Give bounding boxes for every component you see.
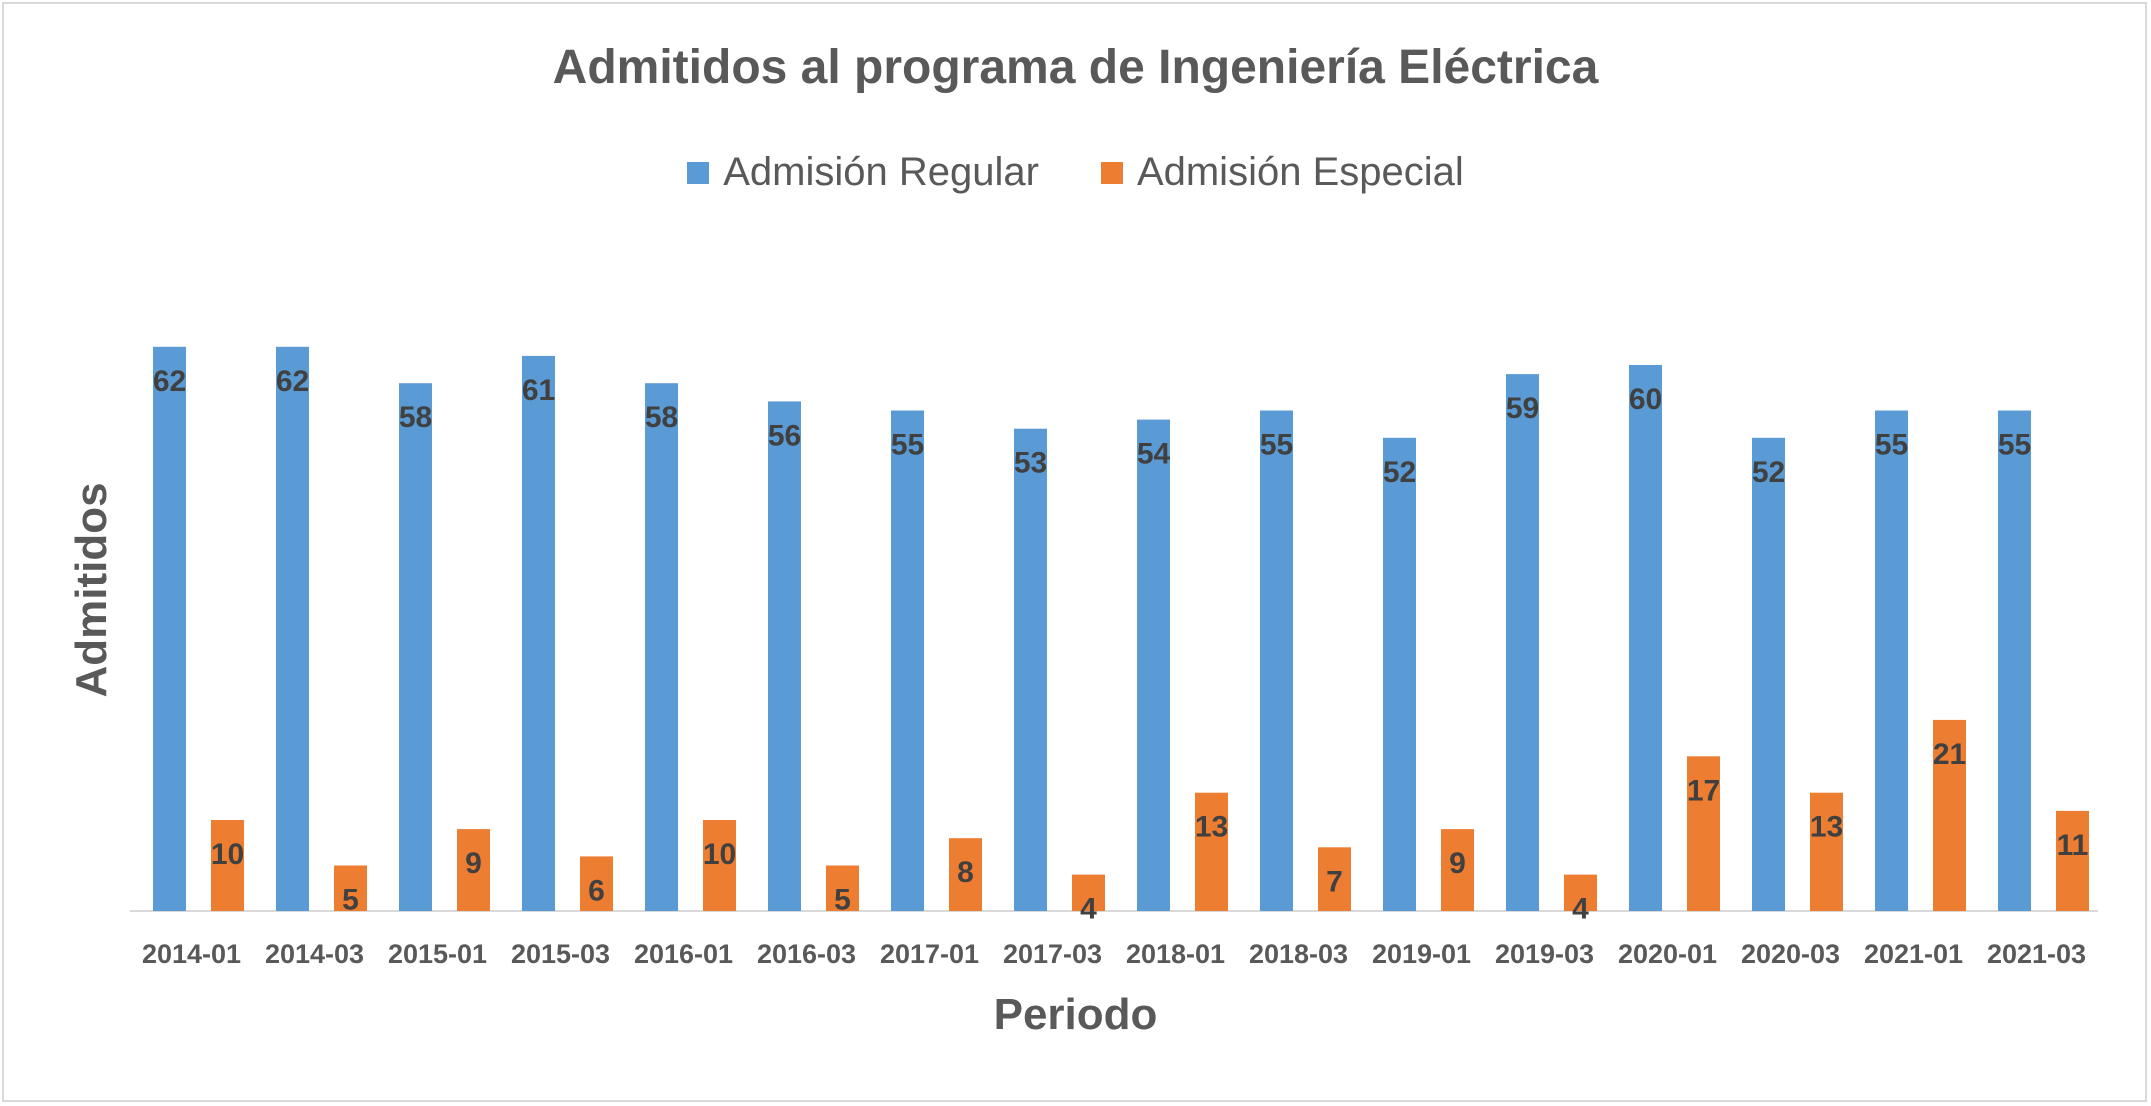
data-label-especial-2020-01: 17 — [1687, 774, 1720, 807]
bar-regular-2019-03 — [1506, 374, 1539, 912]
x-tick-label-2019-01: 2019-01 — [1372, 939, 1471, 969]
bar-regular-2015-03 — [522, 355, 555, 911]
bar-especial-2021-03 — [2056, 810, 2089, 911]
bar-regular-2016-03 — [768, 401, 801, 911]
data-label-regular-2015-03: 61 — [522, 374, 555, 407]
x-tick-label-2014-01: 2014-01 — [142, 939, 241, 969]
bar-regular-2021-01 — [1875, 410, 1908, 911]
legend-item-especial: Admisión Especial — [1100, 150, 1464, 195]
data-label-regular-2017-01: 55 — [891, 429, 924, 462]
x-tick-label-2019-03: 2019-03 — [1495, 939, 1594, 969]
data-label-regular-2019-01: 52 — [1383, 456, 1416, 489]
chart-title: Admitidos al programa de Ingeniería Eléc… — [552, 41, 1599, 94]
bar-regular-2017-01 — [891, 410, 924, 911]
x-tick-label-2020-03: 2020-03 — [1741, 939, 1840, 969]
bar-especial-2019-01 — [1441, 829, 1474, 911]
legend-swatch-regular — [687, 161, 710, 184]
bar-especial-2016-03 — [826, 865, 859, 911]
data-label-especial-2014-01: 10 — [211, 838, 244, 871]
data-label-especial-2020-03: 13 — [1810, 811, 1843, 844]
data-label-especial-2021-03: 11 — [2057, 829, 2089, 862]
data-label-regular-2014-01: 62 — [153, 365, 186, 398]
x-tick-label-2017-01: 2017-01 — [880, 939, 979, 969]
x-tick-label-2018-03: 2018-03 — [1249, 939, 1348, 969]
bar-regular-2015-01 — [399, 383, 432, 911]
data-label-regular-2014-03: 62 — [276, 365, 309, 398]
bar-especial-2015-03 — [580, 856, 613, 911]
bar-regular-2020-03 — [1752, 437, 1785, 911]
x-tick-label-2016-03: 2016-03 — [757, 939, 856, 969]
data-label-especial-2019-01: 9 — [1449, 847, 1466, 880]
bar-especial-2020-01 — [1687, 756, 1720, 911]
bar-especial-2015-01 — [457, 829, 490, 911]
data-label-especial-2015-01: 9 — [465, 847, 482, 880]
bar-especial-2021-01 — [1933, 719, 1966, 911]
legend-label-especial: Admisión Especial — [1136, 150, 1464, 194]
data-label-especial-2017-01: 8 — [957, 856, 974, 889]
legend-item-regular: Admisión Regular — [687, 150, 1039, 195]
x-tick-label-2016-01: 2016-01 — [634, 939, 733, 969]
x-tick-label-2021-01: 2021-01 — [1864, 939, 1963, 969]
bar-regular-2014-03 — [276, 346, 309, 911]
bar-regular-2018-03 — [1260, 410, 1293, 911]
bar-regular-2020-01 — [1629, 365, 1662, 911]
data-label-especial-2021-01: 21 — [1933, 738, 1966, 771]
bar-regular-2021-03 — [1998, 410, 2031, 911]
x-tick-label-2015-03: 2015-03 — [511, 939, 610, 969]
data-label-regular-2015-01: 58 — [399, 401, 432, 434]
data-label-regular-2019-03: 59 — [1506, 392, 1539, 425]
data-label-especial-2018-03: 7 — [1326, 865, 1343, 898]
data-label-especial-2018-01: 13 — [1195, 811, 1228, 844]
x-tick-label-2017-03: 2017-03 — [1003, 939, 1102, 969]
x-tick-label-2020-01: 2020-01 — [1618, 939, 1717, 969]
data-label-especial-2019-03: 4 — [1572, 893, 1589, 926]
bar-regular-2018-01 — [1137, 419, 1170, 911]
x-tick-label-2014-03: 2014-03 — [265, 939, 364, 969]
bar-especial-2018-01 — [1195, 792, 1228, 911]
data-label-regular-2018-01: 54 — [1137, 438, 1171, 471]
data-label-especial-2014-03: 5 — [342, 884, 359, 917]
x-tick-label-2018-01: 2018-01 — [1126, 939, 1225, 969]
bar-regular-2014-01 — [153, 346, 186, 911]
data-label-regular-2018-03: 55 — [1260, 429, 1293, 462]
data-label-regular-2017-03: 53 — [1014, 447, 1047, 480]
data-label-especial-2016-03: 5 — [834, 884, 851, 917]
data-label-especial-2017-03: 4 — [1080, 893, 1097, 926]
bar-especial-2016-01 — [703, 820, 736, 911]
bar-especial-2017-03 — [1072, 874, 1105, 911]
data-label-regular-2020-01: 60 — [1629, 383, 1662, 416]
data-label-especial-2015-03: 6 — [588, 874, 605, 907]
bar-especial-2020-03 — [1810, 792, 1843, 911]
legend-label-regular: Admisión Regular — [723, 150, 1039, 194]
x-tick-label-2015-01: 2015-01 — [388, 939, 487, 969]
bar-regular-2017-03 — [1014, 428, 1047, 911]
data-label-regular-2016-03: 56 — [768, 419, 801, 452]
data-label-especial-2016-01: 10 — [703, 838, 736, 871]
x-tick-label-2021-03: 2021-03 — [1987, 939, 2086, 969]
bar-especial-2019-03 — [1564, 874, 1597, 911]
data-label-regular-2020-03: 52 — [1752, 456, 1785, 489]
bar-especial-2018-03 — [1318, 847, 1351, 911]
bar-especial-2014-01 — [211, 820, 244, 911]
bar-regular-2019-01 — [1383, 437, 1416, 911]
bar-especial-2017-01 — [949, 838, 982, 911]
legend-swatch-especial — [1100, 161, 1123, 184]
data-label-regular-2021-03: 55 — [1998, 429, 2031, 462]
bar-regular-2016-01 — [645, 383, 678, 911]
data-label-regular-2021-01: 55 — [1875, 429, 1908, 462]
bar-especial-2014-03 — [334, 865, 367, 911]
x-axis-label: Periodo — [993, 990, 1158, 1039]
legend: Admisión Regular Admisión Especial — [0, 150, 2151, 195]
data-label-regular-2016-01: 58 — [645, 401, 678, 434]
